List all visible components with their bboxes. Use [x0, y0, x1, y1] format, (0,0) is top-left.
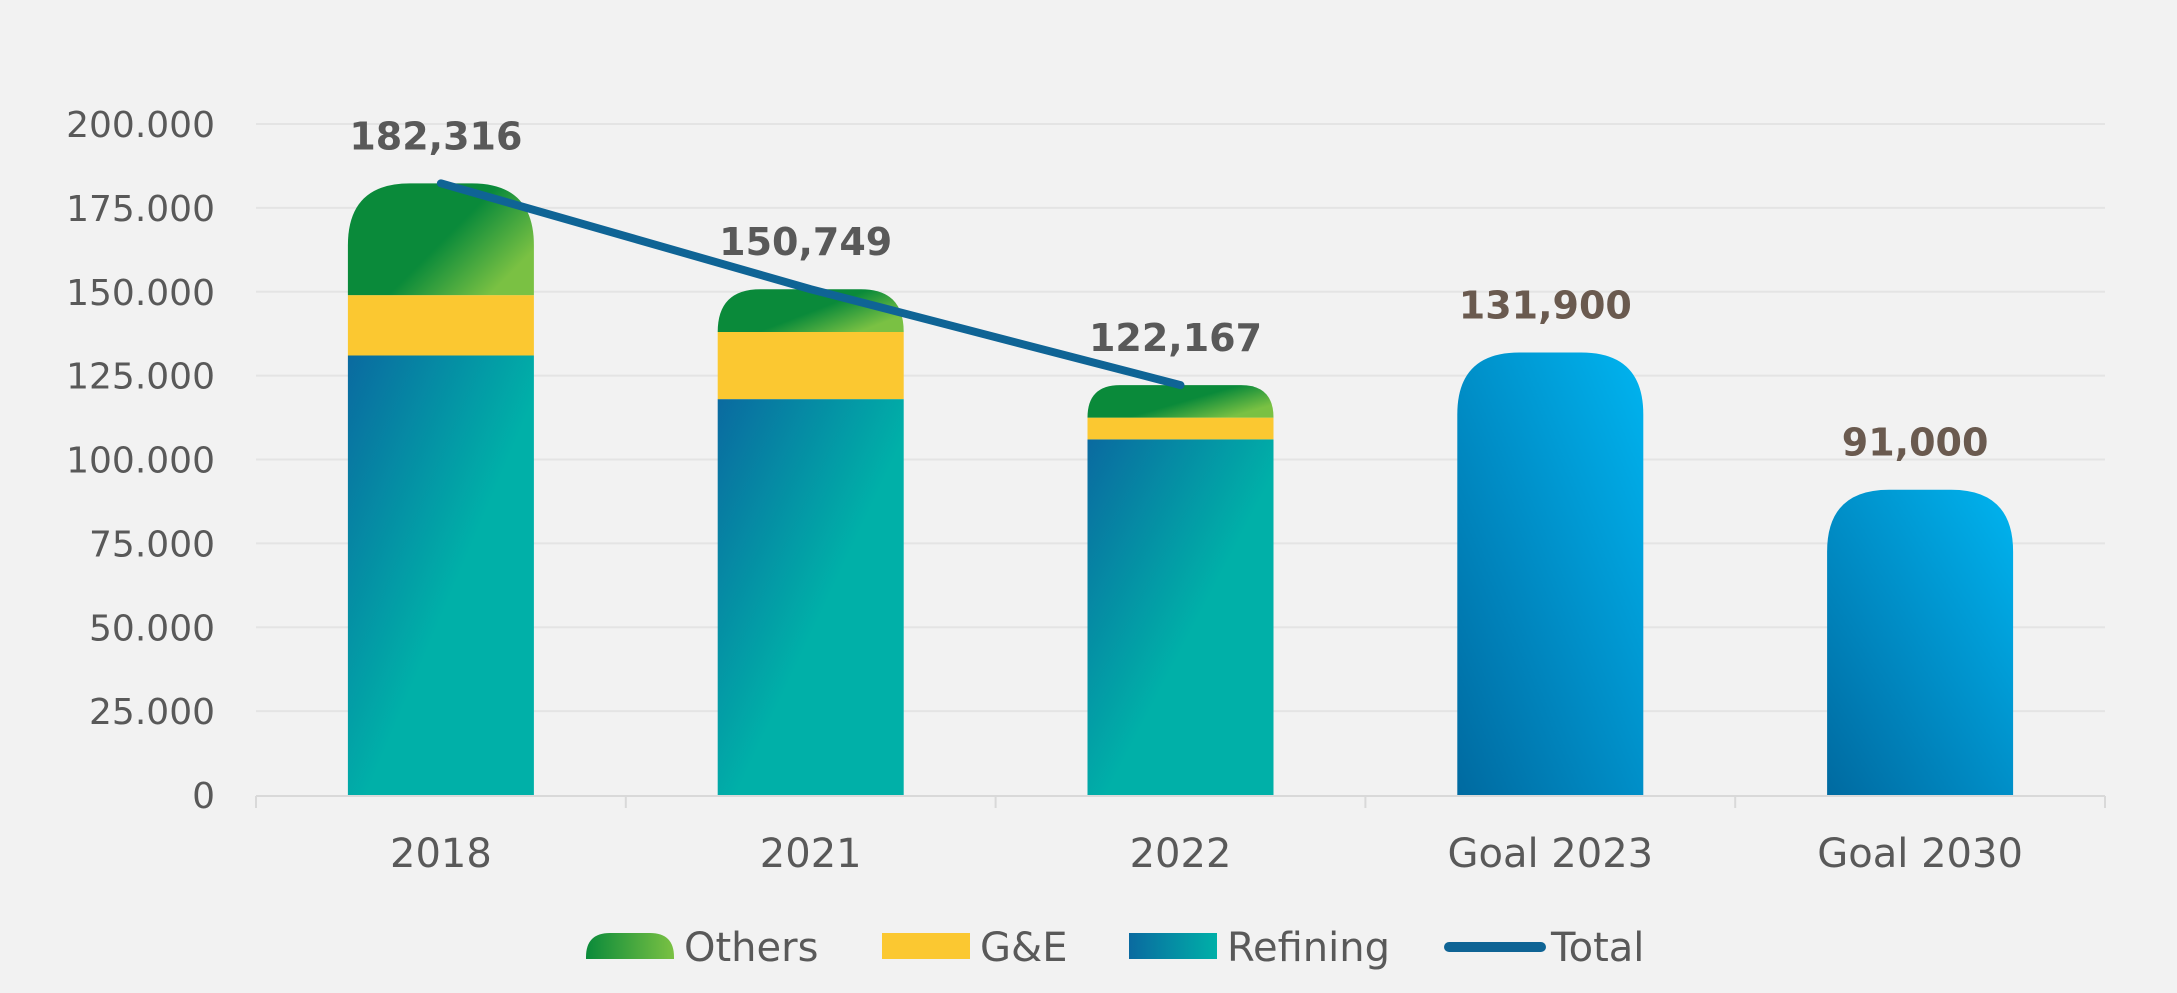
bar-g-e [1087, 417, 1274, 440]
bar-g-e [347, 295, 534, 356]
legend-label-others: Others [684, 925, 818, 971]
legend-swatch-others [586, 933, 674, 959]
data-label: 91,000 [1842, 421, 1989, 465]
y-axis: 0 25.000 50.000 75.000 100.000 125.000 150.000… [66, 105, 215, 817]
x-tick-label: Goal 2030 [1817, 831, 2023, 877]
bar-goal [1827, 489, 2014, 795]
bar-others [1087, 385, 1274, 418]
total-line-series [436, 179, 1185, 390]
y-tick-label: 100.000 [66, 441, 215, 482]
bar-g-e [717, 332, 904, 400]
y-tick-label: 125.000 [66, 357, 215, 398]
legend-label-total: Total [1550, 925, 1644, 971]
legend-swatch-g-e [882, 933, 970, 959]
legend: Others G&E Refining Total [586, 925, 1644, 971]
data-label: 182,316 [349, 114, 522, 158]
legend-swatch-refining [1129, 933, 1217, 959]
total-line [436, 179, 1185, 390]
legend-label-g-e: G&E [980, 925, 1067, 971]
legend-label-refining: Refining [1227, 925, 1390, 971]
data-label: 150,749 [719, 220, 892, 264]
x-tick-label: 2021 [760, 831, 862, 877]
data-label: 122,167 [1089, 316, 1262, 360]
x-tick-label: 2018 [390, 831, 492, 877]
bar-others [347, 183, 534, 296]
total-labels: 182,316 150,749 122,167 131,900 91,000 [349, 114, 1988, 464]
y-tick-label: 50.000 [89, 608, 215, 649]
y-tick-label: 175.000 [66, 189, 215, 230]
y-tick-label: 75.000 [89, 524, 215, 565]
x-axis: 2018 2021 2022 Goal 2023 Goal 2030 [255, 795, 2106, 877]
y-tick-label: 25.000 [89, 692, 215, 733]
x-tick-label: 2022 [1130, 831, 1232, 877]
y-tick-label: 0 [192, 776, 215, 817]
bar-refining [347, 355, 534, 795]
bar-refining [1087, 439, 1274, 795]
y-tick-label: 200.000 [66, 105, 215, 146]
data-label: 131,900 [1459, 283, 1632, 327]
y-tick-label: 150.000 [66, 273, 215, 314]
bar-others [717, 289, 904, 333]
bar-goal [1457, 352, 1644, 795]
bars [347, 183, 2014, 795]
x-tick-label: Goal 2023 [1447, 831, 1653, 877]
bar-refining [717, 399, 904, 795]
